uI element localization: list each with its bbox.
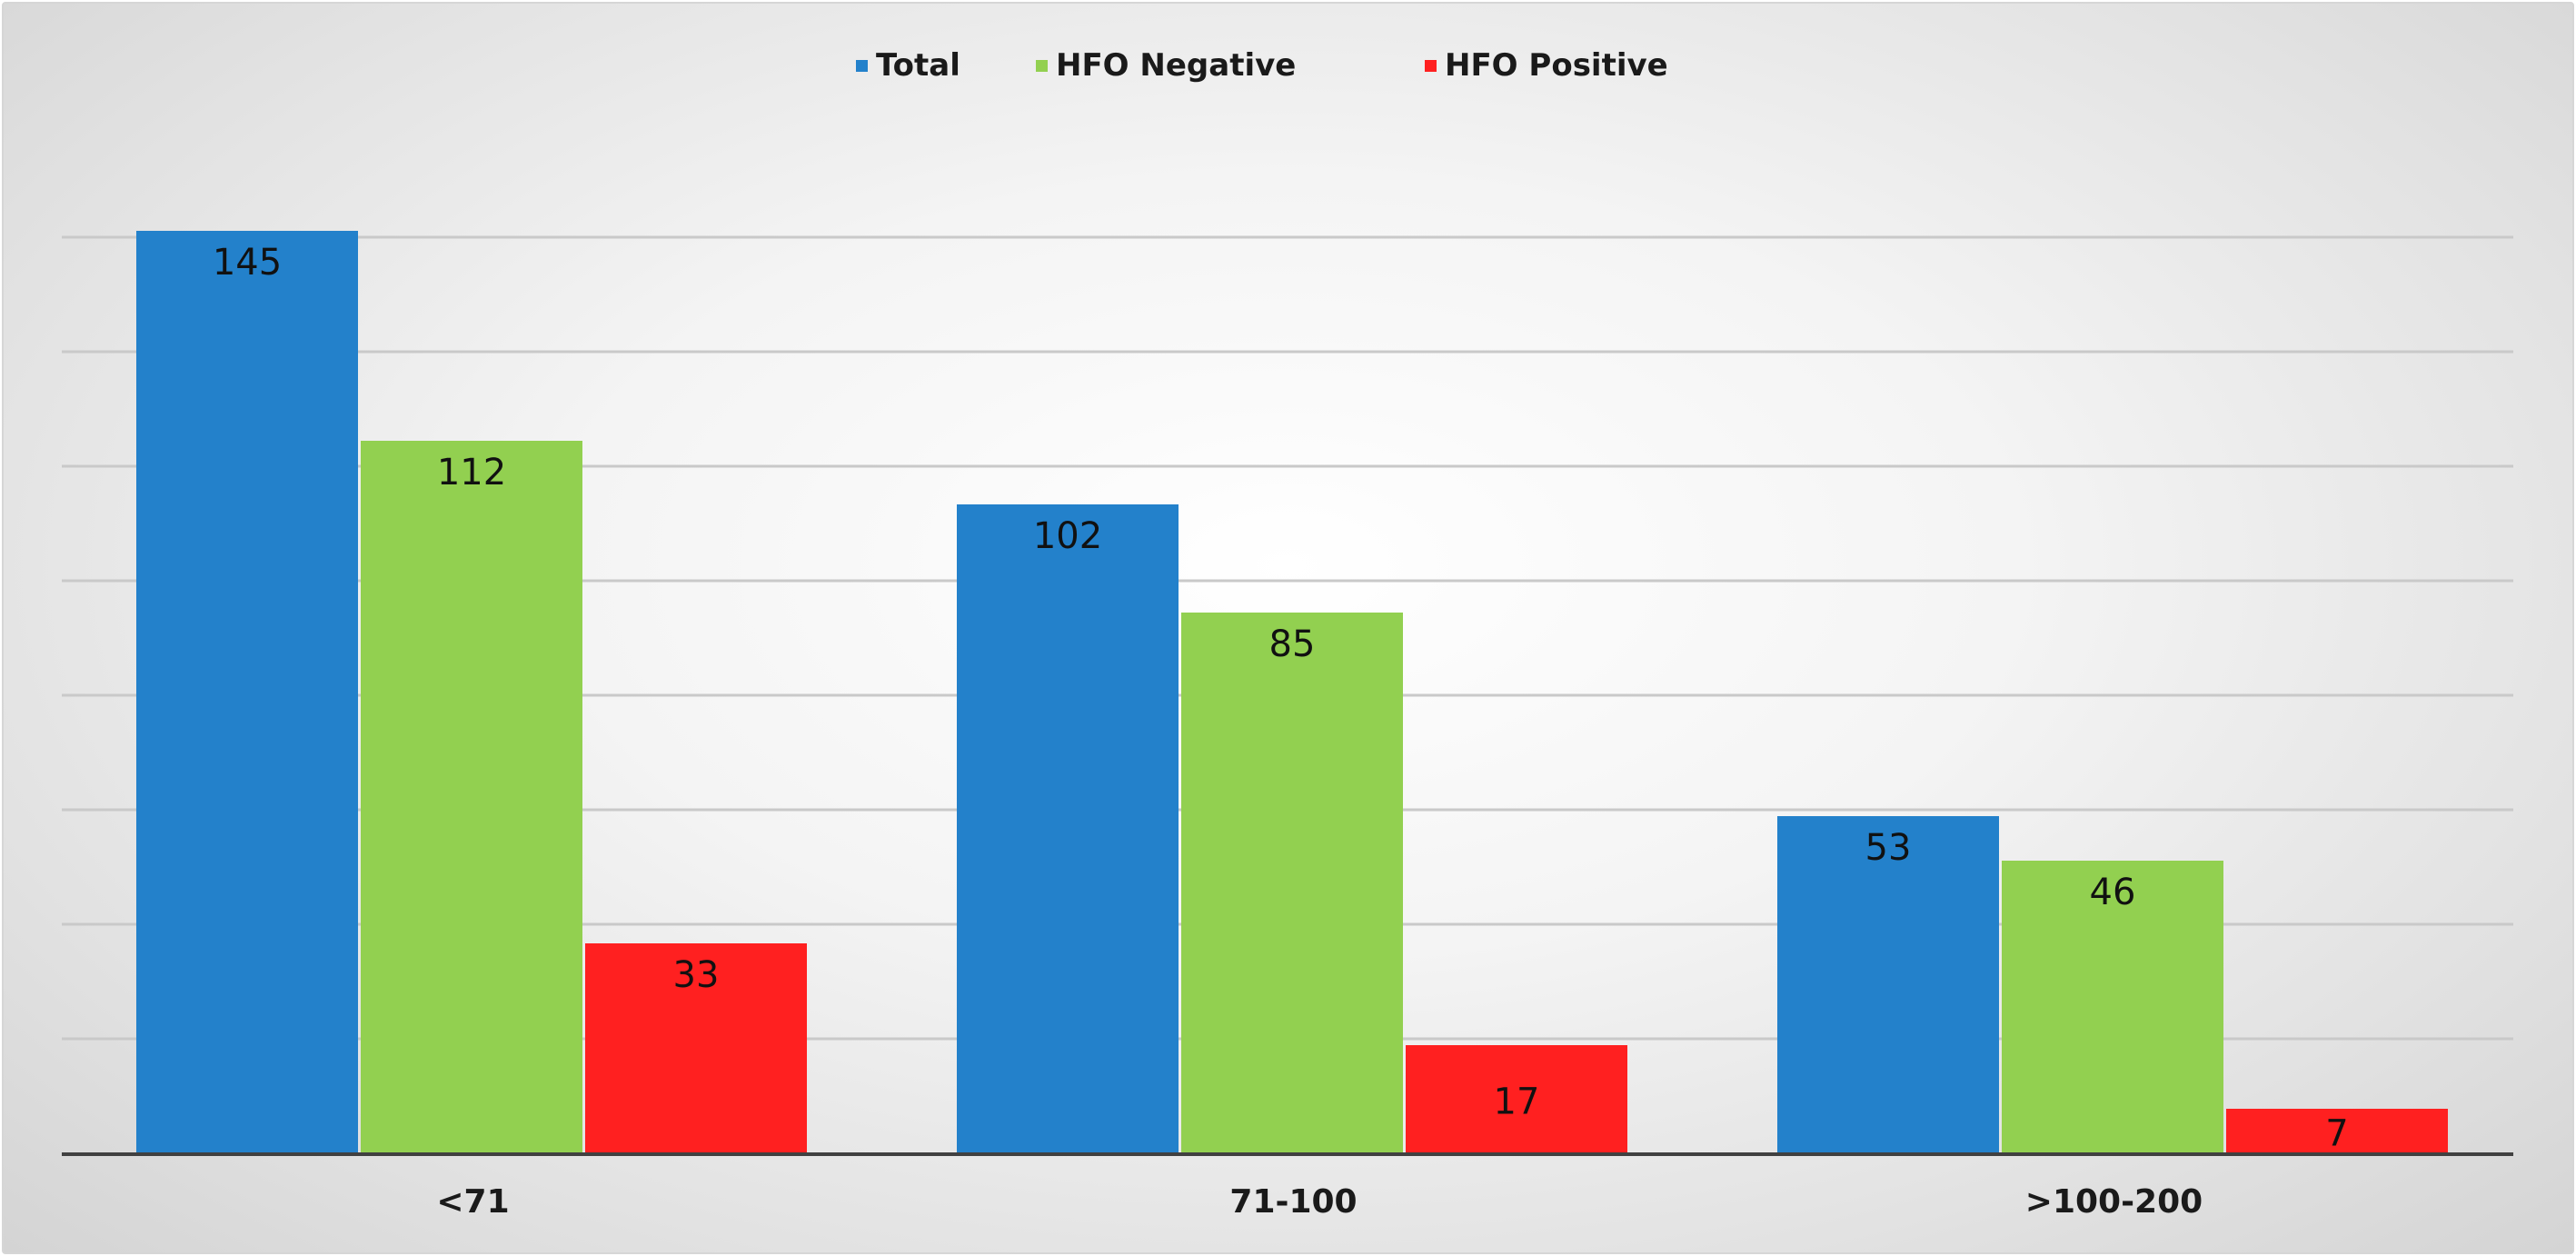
- x-tick-label: <71: [436, 1183, 509, 1221]
- data-label: 7: [2325, 1113, 2348, 1155]
- bar: [1777, 816, 1999, 1153]
- x-tick-label: 71-100: [1229, 1183, 1357, 1221]
- legend-label: HFO Negative: [1056, 47, 1296, 84]
- data-labels: 145 112 33 102 85 17 53 46 7: [213, 242, 2349, 1155]
- data-label: 85: [1269, 623, 1316, 665]
- x-axis: <71 71-100 >100-200: [62, 1152, 2513, 1221]
- bars: [136, 231, 2448, 1153]
- data-label: 145: [213, 242, 282, 284]
- bar: [957, 504, 1179, 1153]
- bar: [361, 441, 582, 1153]
- legend-item: HFO Negative: [1036, 47, 1296, 84]
- legend-item: HFO Positive: [1425, 47, 1668, 84]
- bar: [1406, 1045, 1627, 1153]
- legend-swatch: [1036, 60, 1048, 72]
- data-label: 33: [673, 954, 720, 996]
- data-label: 17: [1494, 1082, 1540, 1123]
- data-label: 112: [437, 452, 506, 493]
- bar: [2226, 1109, 2448, 1153]
- x-tick-label: >100-200: [2025, 1183, 2203, 1221]
- legend: Total HFO Negative HFO Positive: [856, 47, 1668, 84]
- bar: [1181, 613, 1403, 1153]
- legend-swatch: [856, 60, 868, 72]
- data-label: 102: [1033, 515, 1102, 557]
- legend-label: HFO Positive: [1445, 47, 1668, 84]
- bar: [2002, 861, 2223, 1153]
- data-label: 53: [1865, 827, 1912, 869]
- bar: [136, 231, 358, 1153]
- legend-item: Total: [856, 47, 960, 84]
- legend-swatch: [1425, 60, 1437, 72]
- data-label: 46: [2090, 872, 2136, 913]
- legend-label: Total: [876, 47, 960, 84]
- bar: [585, 943, 807, 1153]
- bar-chart: 145 112 33 102 85 17 53 46 7 <71 71-100 >100-200 T…: [62, 47, 2513, 1221]
